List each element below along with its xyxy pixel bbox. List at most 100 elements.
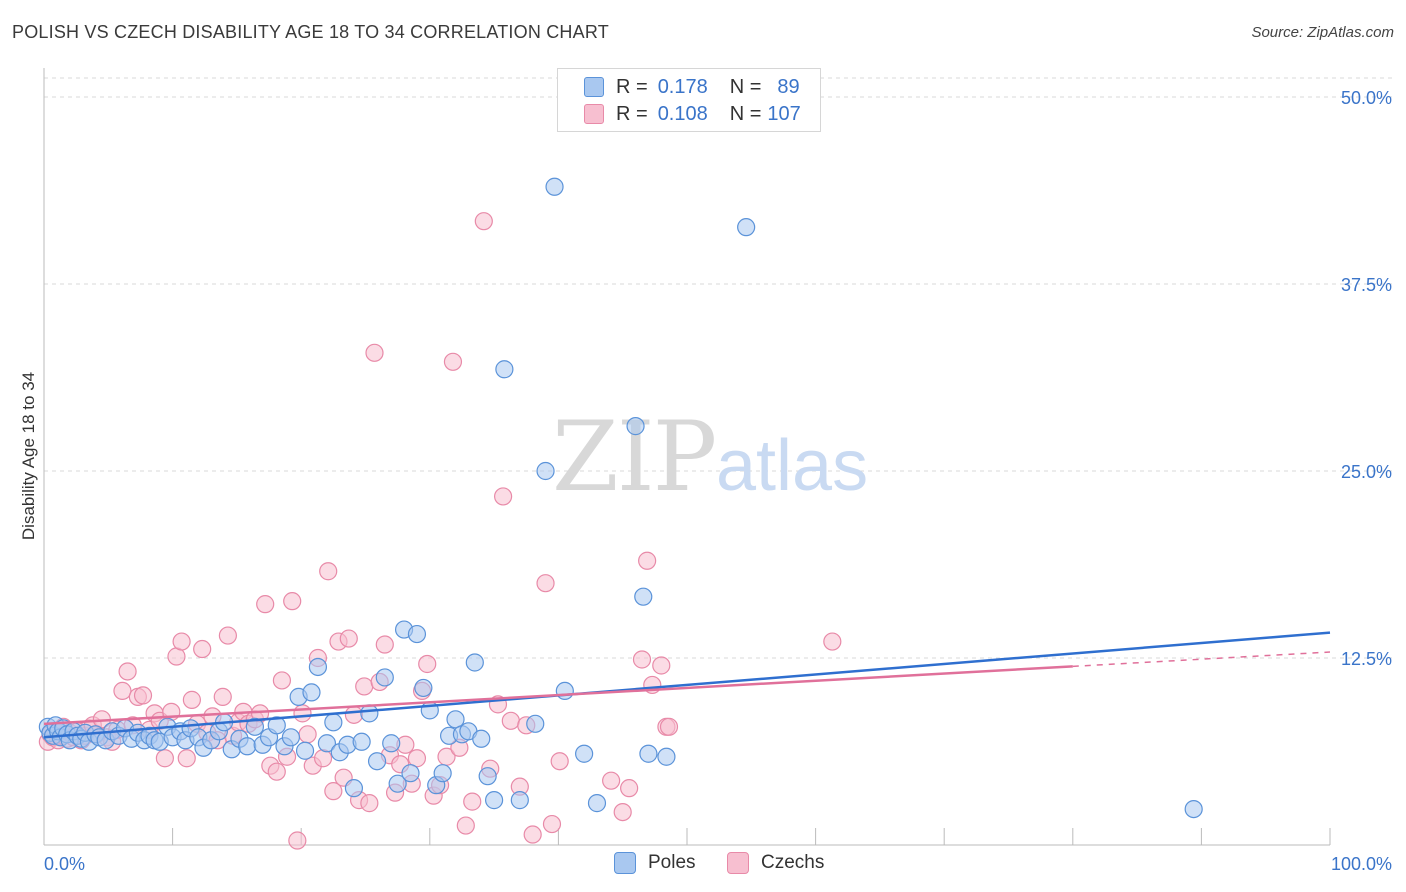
czechs-point [456, 816, 475, 835]
y-tick-label: 37.5% [1341, 275, 1392, 295]
czechs-point [638, 551, 657, 570]
poles-point [324, 713, 343, 732]
czechs-point [360, 794, 379, 813]
legend-label-czechs: Czechs [761, 852, 825, 873]
legend-label-poles: Poles [648, 852, 696, 873]
legend-n-value: 89 [777, 75, 800, 98]
poles-point [555, 681, 574, 701]
czechs-point [313, 749, 333, 768]
czechs-point [659, 717, 679, 736]
czechs-point [494, 487, 513, 506]
stats-legend: R = 0.178 N = 89 R = 0.108 N = 107 [557, 68, 821, 132]
legend-swatch-czechs [584, 104, 604, 124]
czechs-point [272, 671, 292, 690]
series-czechs-points [38, 212, 842, 850]
source-label: Source: ZipAtlas.com [1251, 24, 1394, 41]
legend-row-czechs: R = 0.108 N = 107 [584, 102, 801, 126]
czechs-point [288, 831, 307, 850]
czechs-point [443, 352, 463, 371]
czechs-point [172, 632, 191, 651]
czechs-point [355, 677, 374, 696]
czechs-point [193, 639, 212, 659]
poles-point [414, 678, 433, 698]
czechs-point [177, 749, 196, 768]
czechs-point [339, 629, 358, 648]
czechs-point [613, 802, 632, 822]
poles-point [634, 587, 653, 606]
poles-point [536, 461, 555, 481]
poles-point [433, 764, 452, 783]
legend-r-label: R = [616, 75, 648, 98]
czechs-point [133, 686, 153, 705]
czechs-point [298, 725, 317, 744]
poles-point [344, 779, 364, 798]
poles-point [302, 683, 321, 702]
legend-row-poles: R = 0.178 N = 89 [584, 75, 800, 99]
poles-point [238, 737, 257, 756]
legend-n-label: N = [729, 102, 762, 125]
czechs-point [283, 592, 302, 611]
czechs-point [365, 343, 384, 362]
czechs-point [632, 650, 652, 669]
poles-point [510, 791, 529, 810]
czechs-point [501, 711, 520, 730]
czechs-trend-line [43, 665, 1073, 726]
poles-point [485, 791, 504, 810]
czechs-trend-extension [1072, 651, 1331, 668]
legend-item-poles[interactable]: Poles [614, 852, 696, 874]
czechs-point [113, 681, 132, 701]
legend-item-czechs[interactable]: Czechs [727, 852, 824, 874]
czechs-point [182, 690, 201, 709]
czechs-point [319, 562, 338, 581]
czechs-point [602, 771, 621, 790]
legend-r-value: 0.178 [657, 75, 708, 98]
czechs-point [213, 687, 232, 706]
y-tick-label: 50.0% [1341, 88, 1392, 108]
y-tick-label: 25.0% [1341, 462, 1392, 482]
poles-point [295, 741, 315, 760]
legend-n-value: 107 [767, 102, 801, 125]
czechs-point [652, 656, 671, 675]
legend-n-label: N = [729, 75, 762, 98]
czechs-point [550, 752, 569, 771]
x-tick-label: 0.0% [44, 854, 85, 874]
poles-point [401, 764, 420, 783]
poles-point [545, 177, 564, 196]
czechs-point [375, 635, 394, 654]
chart-title: POLISH VS CZECH DISABILITY AGE 18 TO 34 … [12, 22, 609, 42]
legend-r-label: R = [616, 102, 648, 125]
czechs-point [267, 762, 286, 781]
poles-point [360, 704, 379, 723]
poles-point [367, 752, 387, 771]
trend-lines [43, 631, 1331, 739]
y-axis-label: Disability Age 18 to 34 [19, 372, 38, 540]
legend-swatch-poles [584, 77, 604, 97]
czechs-point [523, 825, 542, 844]
poles-point [446, 710, 465, 729]
poles-point [1184, 799, 1203, 819]
czechs-point [823, 632, 842, 651]
legend-swatch-poles [614, 852, 636, 874]
czechs-point [407, 749, 427, 768]
poles-point [575, 744, 594, 763]
poles-point [308, 657, 328, 677]
poles-point [478, 767, 497, 786]
poles-point [407, 624, 427, 644]
poles-point [352, 732, 371, 751]
legend-swatch-czechs [727, 852, 749, 874]
poles-point [657, 747, 676, 766]
czechs-point [118, 662, 137, 681]
czechs-point [155, 749, 174, 768]
grid-layer [44, 77, 1392, 659]
czechs-point [536, 574, 555, 593]
poles-point [375, 668, 394, 687]
axis-labels: 12.5% 25.0% 37.5% 50.0% 0.0% 100.0% Disability… [19, 88, 1392, 874]
czechs-point [418, 654, 437, 674]
legend-r-value: 0.108 [657, 102, 708, 125]
czechs-point [344, 705, 364, 724]
y-tick-label: 12.5% [1341, 649, 1392, 669]
czechs-point [324, 782, 343, 801]
watermark-atlas: atlas [716, 426, 868, 506]
czechs-point [620, 779, 639, 798]
